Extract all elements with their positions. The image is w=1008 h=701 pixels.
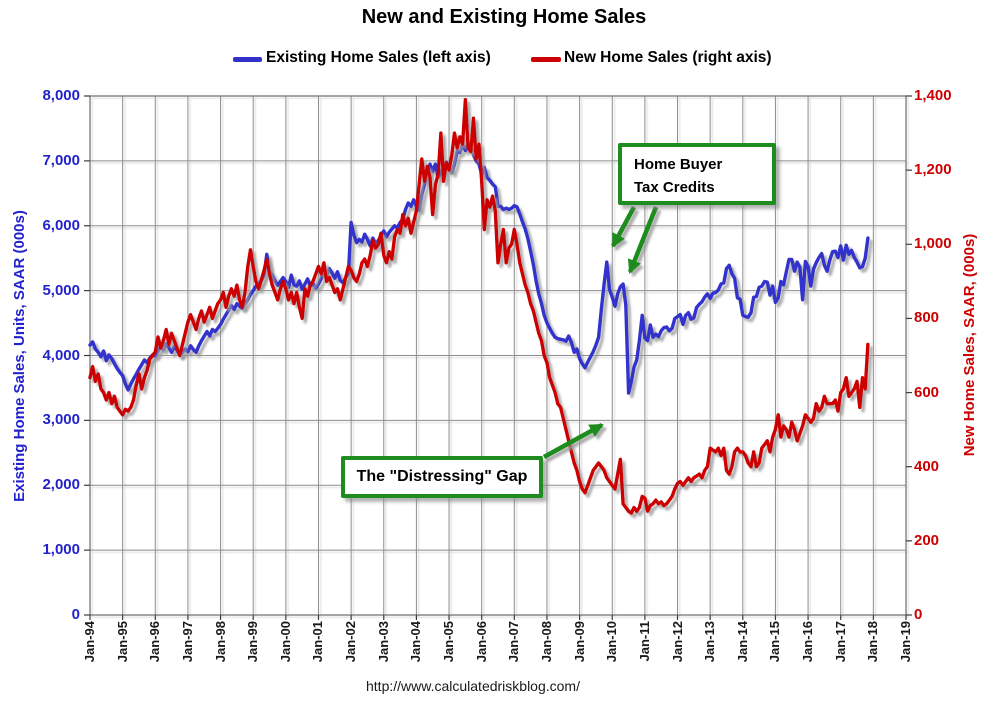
arrow-tax-credit-1 (611, 205, 636, 248)
x-tick-label: Jan-16 (800, 621, 816, 663)
left-tick-label: 3,000 (42, 411, 80, 429)
right-tick-label: 0 (914, 606, 923, 623)
x-tick-label: Jan-19 (898, 621, 913, 663)
x-tick-label: Jan-94 (82, 621, 97, 663)
gridlines (89, 95, 907, 616)
x-tick-label: Jan-97 (179, 621, 195, 663)
annotation-distressing-gap: The "Distressing" Gap (341, 456, 543, 498)
x-tick-label: Jan-14 (734, 621, 750, 663)
x-tick-label: Jan-10 (604, 621, 620, 663)
right-tick-label: 200 (914, 531, 940, 549)
left-tick-label: 5,000 (42, 281, 80, 299)
left-tick-label: 6,000 (42, 216, 80, 234)
right-tick-label: 600 (914, 383, 940, 401)
x-tick-label: Jan-99 (245, 621, 261, 663)
x-tick-label: Jan-00 (277, 621, 293, 663)
right-tick-label: 1,200 (914, 161, 952, 179)
right-tick-label: 1,400 (914, 87, 952, 104)
x-tick-label: Jan-95 (114, 621, 130, 663)
legend-swatch-new (531, 57, 561, 62)
page-title: New and Existing Home Sales (361, 6, 647, 28)
left-tick-label: 2,000 (42, 476, 80, 494)
annotation-tax-credits-line2: Tax Credits (634, 179, 715, 196)
annotation-distressing-gap-text: The "Distressing" Gap (356, 468, 528, 485)
data-series (88, 97, 870, 515)
x-tick-label: Jan-98 (212, 621, 228, 663)
x-tick-label: Jan-12 (669, 621, 685, 663)
legend-label-existing: Existing Home Sales (left axis) (266, 49, 491, 66)
x-tick-label: Jan-06 (473, 621, 489, 663)
arrow-distressing-gap (542, 423, 604, 459)
right-axis-title: New Home Sales, SAAR, (000s) (961, 233, 978, 457)
x-tick-label: Jan-17 (832, 621, 848, 663)
series-new-line (88, 97, 870, 515)
x-tick-label: Jan-13 (702, 621, 718, 663)
x-tick-label: Jan-03 (375, 621, 391, 663)
footer-url: http://www.calculatedriskblog.com/ (366, 678, 580, 694)
right-tick-label: 1,000 (914, 235, 952, 253)
left-tick-label: 8,000 (42, 87, 80, 104)
x-tick-label: Jan-01 (310, 621, 326, 663)
annotation-arrows (542, 205, 659, 459)
left-tick-label: 1,000 (42, 541, 80, 559)
x-tick-label: Jan-96 (147, 621, 163, 663)
x-tick-label: Jan-15 (767, 621, 783, 663)
right-tick-label: 400 (914, 457, 940, 475)
right-tick-label: 800 (914, 309, 940, 327)
left-tick-label: 4,000 (42, 346, 80, 364)
grid-group (89, 95, 907, 616)
axis-ticks (84, 95, 912, 620)
x-tick-label: Jan-02 (343, 621, 359, 663)
x-tick-label: Jan-11 (636, 621, 652, 662)
legend-label-new: New Home Sales (right axis) (564, 49, 772, 66)
legend-swatch-existing (233, 57, 262, 62)
left-tick-label: 0 (71, 606, 80, 623)
x-tick-label: Jan-18 (865, 621, 881, 663)
annotation-tax-credits-line1: Home Buyer (634, 156, 723, 173)
x-tick-label: Jan-07 (506, 621, 522, 663)
x-tick-label: Jan-08 (538, 621, 554, 663)
x-tick-label: Jan-04 (408, 621, 424, 663)
left-tick-label: 7,000 (42, 151, 80, 169)
x-tick-label: Jan-05 (441, 621, 457, 663)
arrow-tax-credit-2 (627, 206, 659, 274)
annotation-tax-credits: Home Buyer Tax Credits (618, 143, 776, 205)
x-tick-label: Jan-09 (571, 621, 587, 663)
